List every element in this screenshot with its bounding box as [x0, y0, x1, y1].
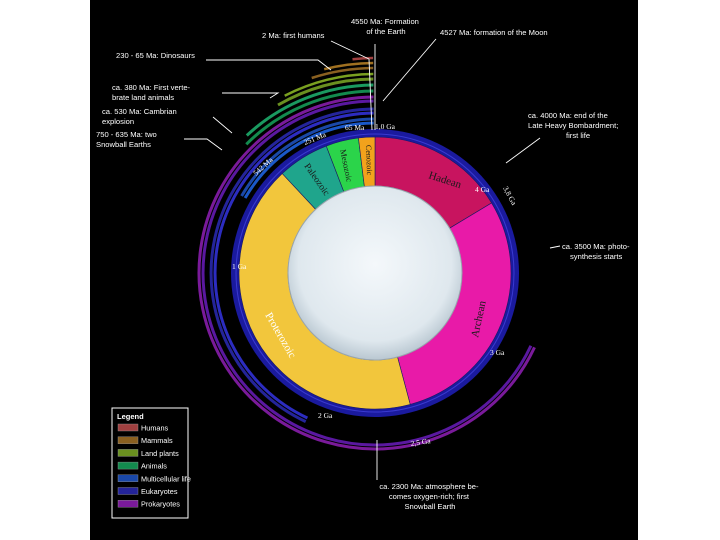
tick-2-5-ga: 2,5 Ga: [410, 436, 432, 448]
annotation-cambrian: ca. 530 Ma: Cambrian explosion: [102, 107, 179, 126]
leader-lines-layer: [184, 38, 561, 480]
tick-1-ga: 1 Ga: [232, 262, 247, 271]
inner-disc: [287, 185, 463, 361]
life-arcs-layer: [197, 56, 536, 451]
legend-title: Legend: [117, 412, 144, 421]
arc-eukaryotes: [209, 107, 374, 423]
arc-eukaryotes-inner: [213, 111, 374, 420]
annotation-dinosaurs: 230 - 65 Ma: Dinosaurs: [116, 51, 195, 60]
arc-land-plants-outer: [284, 72, 374, 97]
era-label-cenozoic: Cenozoic: [364, 145, 374, 176]
annotation-first-humans: 2 Ma: first humans: [262, 31, 325, 40]
tick-65-ma: 65 Ma: [345, 123, 365, 132]
arc-animals-outer: [245, 83, 374, 137]
annotation-vertebrate: ca. 380 Ma: First verte- brate land anim…: [112, 83, 192, 102]
tick-2-ga: 2 Ga: [318, 411, 333, 420]
arc-mammals-outer: [323, 61, 374, 71]
legend-swatch: [117, 449, 139, 457]
leader-bombardment: [505, 137, 541, 164]
legend-swatch: [117, 436, 139, 444]
arc-humans: [352, 56, 374, 61]
annotation-snowball-earths: 750 - 635 Ma: two Snowball Earths: [96, 130, 159, 149]
tick-3-8-ga: 3,8 Ga: [501, 185, 519, 207]
tick-4-ga: 4 Ga: [475, 185, 490, 194]
annotation-moon: 4527 Ma: formation of the Moon: [440, 28, 548, 37]
leader-snowball: [184, 138, 223, 151]
arc-prokaryotes-inner: [201, 99, 533, 447]
annotation-formation-earth: 4550 Ma: Formation of the Earth: [351, 17, 421, 36]
legend: Legend Humans Mammals Land plants Animals Mu…: [111, 407, 191, 519]
arc-prokaryotes: [197, 95, 536, 451]
legend-item-label: Land plants: [141, 449, 179, 458]
leader-vertebrate: [222, 92, 280, 99]
annotation-oxygen: ca. 2300 Ma: atmosphere be- comes oxygen…: [379, 482, 480, 511]
legend-swatch: [117, 500, 139, 508]
legend-item-label: Humans: [141, 424, 169, 433]
arc-multicellular: [240, 117, 374, 197]
tick-3-ga: 3 Ga: [490, 348, 505, 357]
leader-dinosaurs: [206, 59, 332, 71]
legend-items: Humans Mammals Land plants Animals Multicell…: [117, 423, 191, 509]
arc-animals: [245, 89, 374, 146]
tick-1-0-ga: 1,0 Ga: [375, 122, 396, 131]
legend-item-label: Eukaryotes: [141, 487, 178, 496]
legend-swatch: [117, 474, 139, 482]
leader-photosynthesis: [549, 245, 561, 249]
leader-cambrian: [212, 116, 233, 134]
legend-swatch: [117, 423, 139, 432]
legend-swatch: [117, 487, 139, 495]
leader-moon: [382, 38, 437, 102]
outer-time-ring-line: [235, 133, 515, 413]
arc-multicellular-inner: [243, 121, 374, 199]
legend-item-label: Mammals: [141, 436, 173, 445]
legend-item-label: Animals: [141, 462, 167, 471]
annotation-photosynthesis: ca. 3500 Ma: photo- synthesis starts: [562, 242, 632, 261]
arc-land-plants: [277, 77, 374, 107]
legend-item-label: Prokaryotes: [141, 500, 180, 509]
legend-item-label: Multicellular life: [141, 474, 191, 483]
annotation-late-heavy-bombardment: ca. 4000 Ma: end of the Late Heavy Bomba…: [528, 111, 620, 140]
legend-swatch: [117, 461, 139, 470]
leader-first-humans: [330, 40, 373, 131]
